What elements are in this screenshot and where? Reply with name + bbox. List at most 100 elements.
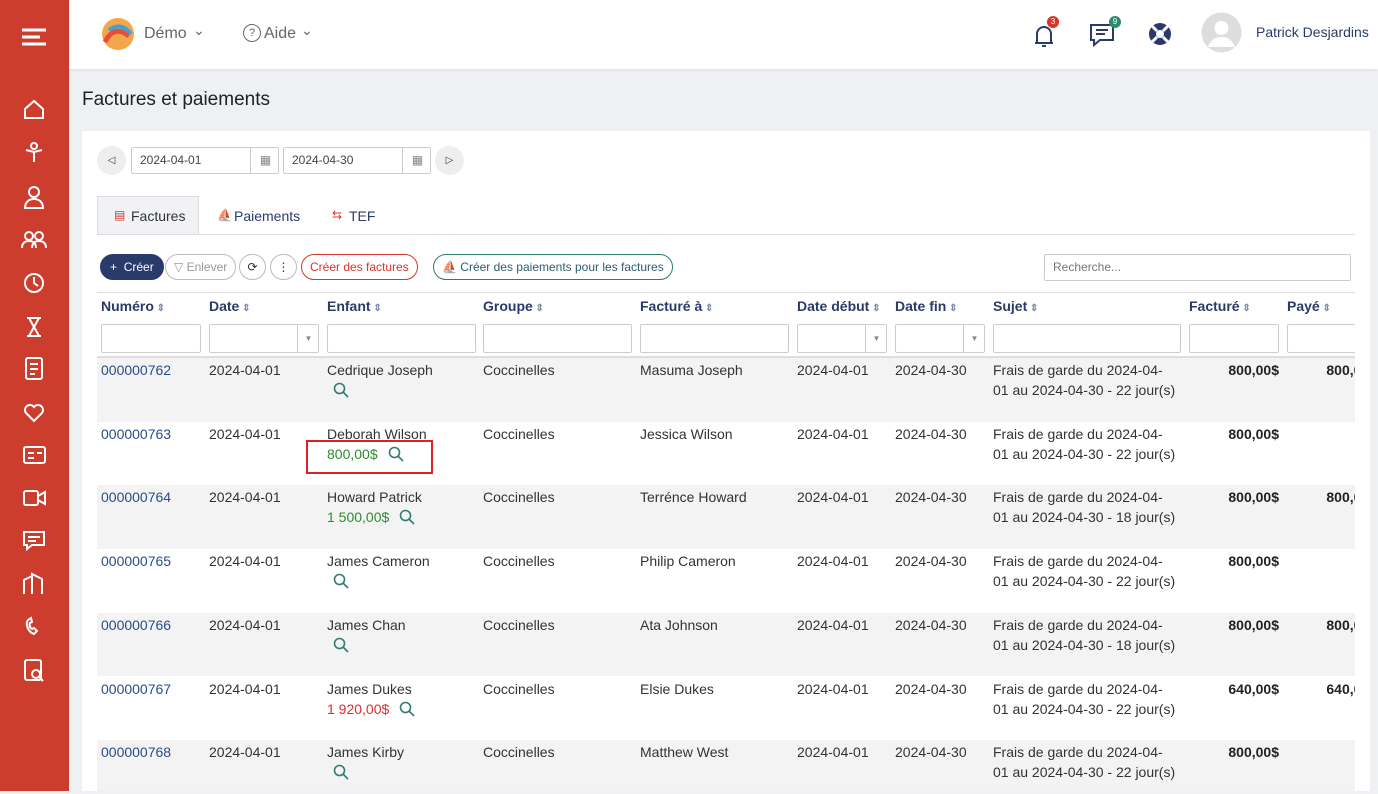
remove-button[interactable]: ▽ Enlever	[165, 254, 237, 280]
billed-cell: 800,00$	[1228, 616, 1279, 633]
chevron: ⌄	[193, 22, 205, 38]
column-filter[interactable]	[640, 324, 789, 353]
brand-menu[interactable]: Démo	[144, 25, 187, 42]
column-filter[interactable]	[993, 324, 1181, 353]
billed-cell: 800,00$	[1228, 362, 1279, 378]
next-period[interactable]: ▷	[435, 146, 464, 175]
number-cell[interactable]: 000000767	[101, 680, 172, 697]
child-balance: 1 920,00$	[327, 700, 390, 717]
child-details-icon[interactable]	[388, 446, 404, 465]
column-filter[interactable]	[895, 324, 985, 353]
subject-cell: Frais de garde du 2024-04-01 au 2024-04-…	[993, 553, 1176, 590]
start-cell: 2024-04-01	[797, 362, 869, 378]
billed-to-cell: Philip Cameron	[640, 553, 736, 570]
sort-icon: ⇕	[239, 303, 251, 314]
end-cell: 2024-04-30	[895, 744, 967, 761]
child-cell: James Dukes	[327, 680, 412, 697]
tab[interactable]: Paiements	[234, 208, 301, 224]
create-button[interactable]: + Créer	[100, 254, 164, 280]
start-date[interactable]: 2024-04-01	[131, 147, 279, 174]
header-border	[97, 356, 1355, 358]
child-cell: James Chan	[327, 616, 406, 633]
calendar-icon[interactable]: ▦	[250, 147, 280, 174]
notifications[interactable]	[1029, 20, 1059, 50]
tab[interactable]: Factures	[131, 208, 186, 224]
tab-icon: ⇆	[332, 208, 343, 222]
sort-icon: ⇕	[153, 303, 166, 314]
start-cell: 2024-04-01	[797, 553, 869, 570]
column-filter[interactable]	[483, 324, 632, 353]
column-header[interactable]: Facturé ⇕	[1189, 298, 1251, 314]
child-details-icon[interactable]	[399, 509, 415, 528]
column-header-text: Payé	[1287, 298, 1320, 314]
start-cell: 2024-04-01	[797, 425, 869, 442]
table-row	[97, 612, 1355, 677]
refresh-button[interactable]: ⟳	[239, 254, 266, 280]
column-header[interactable]: Payé ⇕	[1287, 298, 1331, 314]
column-header[interactable]: Numéro ⇕	[101, 298, 165, 314]
column-filter[interactable]	[327, 324, 476, 353]
sort-icon: ⇕	[702, 303, 714, 314]
create-payments-button[interactable]: ⛵ Créer des paiements pour les factures	[433, 254, 673, 280]
tab-icon: ⛵	[217, 208, 232, 222]
avatar[interactable]	[1201, 12, 1242, 53]
child-cell: Howard Patrick	[327, 489, 422, 506]
help-menu[interactable]: Aide	[264, 25, 297, 42]
column-filter[interactable]	[1189, 324, 1279, 353]
column-header[interactable]: Enfant ⇕	[327, 298, 382, 314]
search-input[interactable]: Recherche...	[1044, 254, 1351, 281]
child-cell: Deborah Wilson	[327, 425, 427, 442]
column-filter[interactable]	[209, 324, 319, 353]
help-icon: ?	[243, 24, 261, 42]
column-header[interactable]: Date début ⇕	[797, 298, 881, 314]
filter-dropdown[interactable]: ▼	[865, 324, 887, 353]
number-cell[interactable]: 000000765	[101, 553, 172, 570]
filter-dropdown[interactable]: ▼	[297, 324, 319, 353]
column-header-text: Facturé	[1189, 298, 1240, 314]
paid-cell: 800,00$	[1326, 362, 1355, 378]
child-details-icon[interactable]	[333, 764, 349, 783]
prev-period[interactable]: ◁	[97, 146, 126, 175]
billed-cell: 800,00$	[1228, 553, 1279, 570]
calendar-icon[interactable]: ▦	[402, 147, 432, 174]
tab[interactable]: TEF	[349, 208, 376, 224]
filter-dropdown[interactable]: ▼	[963, 324, 985, 353]
date-cell: 2024-04-01	[209, 680, 281, 697]
column-header[interactable]: Date ⇕	[209, 298, 251, 314]
column-header-text: Date fin	[895, 298, 947, 314]
billed-to-cell: Jessica Wilson	[640, 425, 733, 442]
column-header[interactable]: Sujet ⇕	[993, 298, 1038, 314]
child-details-icon[interactable]	[333, 382, 349, 401]
column-header[interactable]: Date fin ⇕	[895, 298, 958, 314]
create-invoices-button[interactable]: Créer des factures	[301, 254, 418, 280]
number-cell[interactable]: 000000763	[101, 425, 172, 442]
start-date-text: 2024-04-01	[140, 153, 202, 167]
child-details-icon[interactable]	[333, 573, 349, 592]
number-cell[interactable]: 000000764	[101, 489, 172, 506]
column-header[interactable]: Groupe ⇕	[483, 298, 544, 314]
tab-active	[97, 196, 199, 234]
column-filter[interactable]	[797, 324, 887, 353]
column-header[interactable]: Facturé à ⇕	[640, 298, 713, 314]
tab-icon: ▤	[114, 208, 126, 222]
date-cell: 2024-04-01	[209, 425, 281, 442]
column-filter[interactable]	[1287, 324, 1355, 353]
number-cell[interactable]: 000000766	[101, 616, 172, 633]
paid-cell: 800,00$	[1326, 489, 1355, 506]
end-cell: 2024-04-30	[895, 425, 967, 442]
subject-cell: Frais de garde du 2024-04-01 au 2024-04-…	[993, 616, 1176, 653]
child-details-icon[interactable]	[399, 701, 415, 720]
sort-icon: ⇕	[532, 303, 544, 314]
date-cell: 2024-04-01	[209, 362, 281, 378]
child-details-icon[interactable]	[333, 637, 349, 656]
user-name[interactable]: Patrick Desjardins	[1256, 24, 1369, 40]
column-filter[interactable]	[101, 324, 201, 353]
number-cell[interactable]: 000000768	[101, 744, 172, 761]
group-cell: Coccinelles	[483, 680, 555, 697]
end-date[interactable]: 2024-04-30	[283, 147, 431, 174]
paid-cell: 640,00$	[1326, 680, 1355, 697]
more-button[interactable]: ⋮	[270, 254, 297, 280]
child-cell: James Kirby	[327, 744, 405, 761]
number-cell[interactable]: 000000762	[101, 362, 172, 378]
support[interactable]	[1147, 21, 1173, 47]
